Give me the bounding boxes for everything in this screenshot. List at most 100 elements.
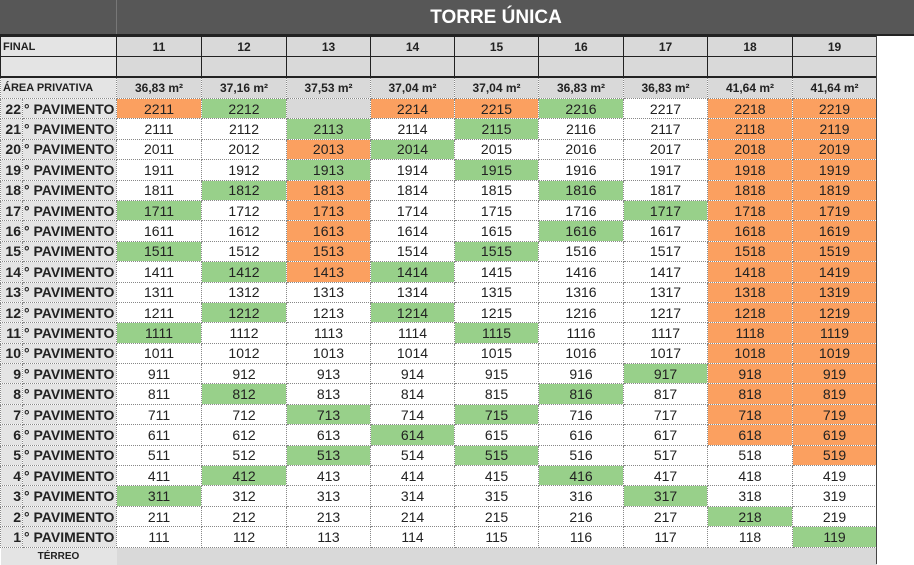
unit-cell[interactable]: 114 (370, 526, 455, 548)
unit-cell[interactable]: 912 (201, 363, 287, 385)
unit-cell[interactable]: 1615 (454, 220, 539, 242)
unit-cell[interactable]: 1112 (201, 322, 287, 344)
unit-cell[interactable]: 1217 (623, 301, 708, 324)
unit-cell[interactable]: 611 (116, 424, 202, 446)
unit-cell[interactable]: 1618 (707, 220, 793, 242)
unit-cell[interactable]: 2119 (792, 118, 877, 140)
unit-cell[interactable]: 419 (792, 465, 877, 487)
unit-cell[interactable]: 2118 (707, 118, 793, 140)
unit-cell[interactable]: 118 (707, 526, 793, 548)
unit-cell[interactable]: 1718 (707, 199, 793, 222)
unit-cell[interactable]: 1311 (116, 281, 202, 303)
unit-cell[interactable]: 716 (538, 403, 624, 426)
unit-cell[interactable]: 416 (538, 465, 624, 487)
unit-cell[interactable]: 213 (286, 505, 371, 528)
unit-cell[interactable]: 719 (792, 403, 877, 426)
unit-cell[interactable]: 2017 (623, 138, 708, 161)
unit-cell[interactable]: 1312 (201, 281, 287, 303)
unit-cell[interactable]: 1013 (286, 342, 371, 365)
unit-cell[interactable]: 1617 (623, 220, 708, 242)
unit-cell[interactable]: 2018 (707, 138, 793, 161)
unit-cell[interactable]: 819 (792, 383, 877, 405)
unit-cell[interactable]: 718 (707, 403, 793, 426)
unit-cell[interactable]: 1111 (116, 322, 202, 344)
unit-cell[interactable]: 1619 (792, 220, 877, 242)
unit-cell[interactable]: 1318 (707, 281, 793, 303)
unit-cell[interactable]: 1216 (538, 301, 624, 324)
unit-cell[interactable]: 913 (286, 363, 371, 385)
unit-cell[interactable]: 513 (286, 444, 371, 467)
unit-cell[interactable]: 1211 (116, 301, 202, 324)
unit-cell[interactable]: 1816 (538, 179, 624, 201)
unit-cell[interactable]: 1919 (792, 159, 877, 181)
unit-cell[interactable]: 1418 (707, 261, 793, 283)
unit-cell[interactable]: 314 (370, 485, 455, 507)
unit-cell[interactable]: 1316 (538, 281, 624, 303)
unit-cell[interactable] (286, 97, 371, 120)
unit-cell[interactable]: 116 (538, 526, 624, 548)
unit-cell[interactable]: 414 (370, 465, 455, 487)
unit-cell[interactable]: 1517 (623, 240, 708, 263)
unit-cell[interactable]: 1714 (370, 199, 455, 222)
unit-cell[interactable]: 812 (201, 383, 287, 405)
unit-cell[interactable]: 514 (370, 444, 455, 467)
unit-cell[interactable]: 517 (623, 444, 708, 467)
unit-cell[interactable]: 415 (454, 465, 539, 487)
unit-cell[interactable]: 218 (707, 505, 793, 528)
unit-cell[interactable]: 1012 (201, 342, 287, 365)
unit-cell[interactable]: 1413 (286, 261, 371, 283)
unit-cell[interactable]: 1513 (286, 240, 371, 263)
unit-cell[interactable]: 1215 (454, 301, 539, 324)
unit-cell[interactable]: 1711 (116, 199, 202, 222)
unit-cell[interactable]: 1613 (286, 220, 371, 242)
unit-cell[interactable]: 1912 (201, 159, 287, 181)
unit-cell[interactable]: 814 (370, 383, 455, 405)
unit-cell[interactable]: 1118 (707, 322, 793, 344)
unit-cell[interactable]: 2016 (538, 138, 624, 161)
unit-cell[interactable]: 311 (116, 485, 202, 507)
unit-cell[interactable]: 2112 (201, 118, 287, 140)
unit-cell[interactable]: 519 (792, 444, 877, 467)
unit-cell[interactable]: 1512 (201, 240, 287, 263)
unit-cell[interactable]: 915 (454, 363, 539, 385)
unit-cell[interactable]: 616 (538, 424, 624, 446)
unit-cell[interactable]: 1417 (623, 261, 708, 283)
unit-cell[interactable]: 1315 (454, 281, 539, 303)
unit-cell[interactable]: 1516 (538, 240, 624, 263)
unit-cell[interactable]: 1114 (370, 322, 455, 344)
unit-cell[interactable]: 315 (454, 485, 539, 507)
unit-cell[interactable]: 619 (792, 424, 877, 446)
unit-cell[interactable]: 1213 (286, 301, 371, 324)
unit-cell[interactable]: 411 (116, 465, 202, 487)
unit-cell[interactable]: 1113 (286, 322, 371, 344)
unit-cell[interactable]: 715 (454, 403, 539, 426)
unit-cell[interactable]: 615 (454, 424, 539, 446)
unit-cell[interactable]: 2215 (454, 97, 539, 120)
unit-cell[interactable]: 2212 (201, 97, 287, 120)
unit-cell[interactable]: 1218 (707, 301, 793, 324)
unit-cell[interactable]: 1115 (454, 322, 539, 344)
unit-cell[interactable]: 316 (538, 485, 624, 507)
unit-cell[interactable]: 811 (116, 383, 202, 405)
unit-cell[interactable]: 1116 (538, 322, 624, 344)
unit-cell[interactable]: 2113 (286, 118, 371, 140)
unit-cell[interactable]: 1313 (286, 281, 371, 303)
unit-cell[interactable]: 1913 (286, 159, 371, 181)
unit-cell[interactable]: 917 (623, 363, 708, 385)
unit-cell[interactable]: 1117 (623, 322, 708, 344)
unit-cell[interactable]: 2012 (201, 138, 287, 161)
unit-cell[interactable]: 2019 (792, 138, 877, 161)
unit-cell[interactable]: 1811 (116, 179, 202, 201)
unit-cell[interactable]: 618 (707, 424, 793, 446)
unit-cell[interactable]: 712 (201, 403, 287, 426)
unit-cell[interactable]: 1219 (792, 301, 877, 324)
unit-cell[interactable]: 1414 (370, 261, 455, 283)
unit-cell[interactable]: 317 (623, 485, 708, 507)
unit-cell[interactable]: 1817 (623, 179, 708, 201)
unit-cell[interactable]: 1719 (792, 199, 877, 222)
unit-cell[interactable]: 1916 (538, 159, 624, 181)
unit-cell[interactable]: 1016 (538, 342, 624, 365)
unit-cell[interactable]: 1419 (792, 261, 877, 283)
unit-cell[interactable]: 511 (116, 444, 202, 467)
unit-cell[interactable]: 1515 (454, 240, 539, 263)
